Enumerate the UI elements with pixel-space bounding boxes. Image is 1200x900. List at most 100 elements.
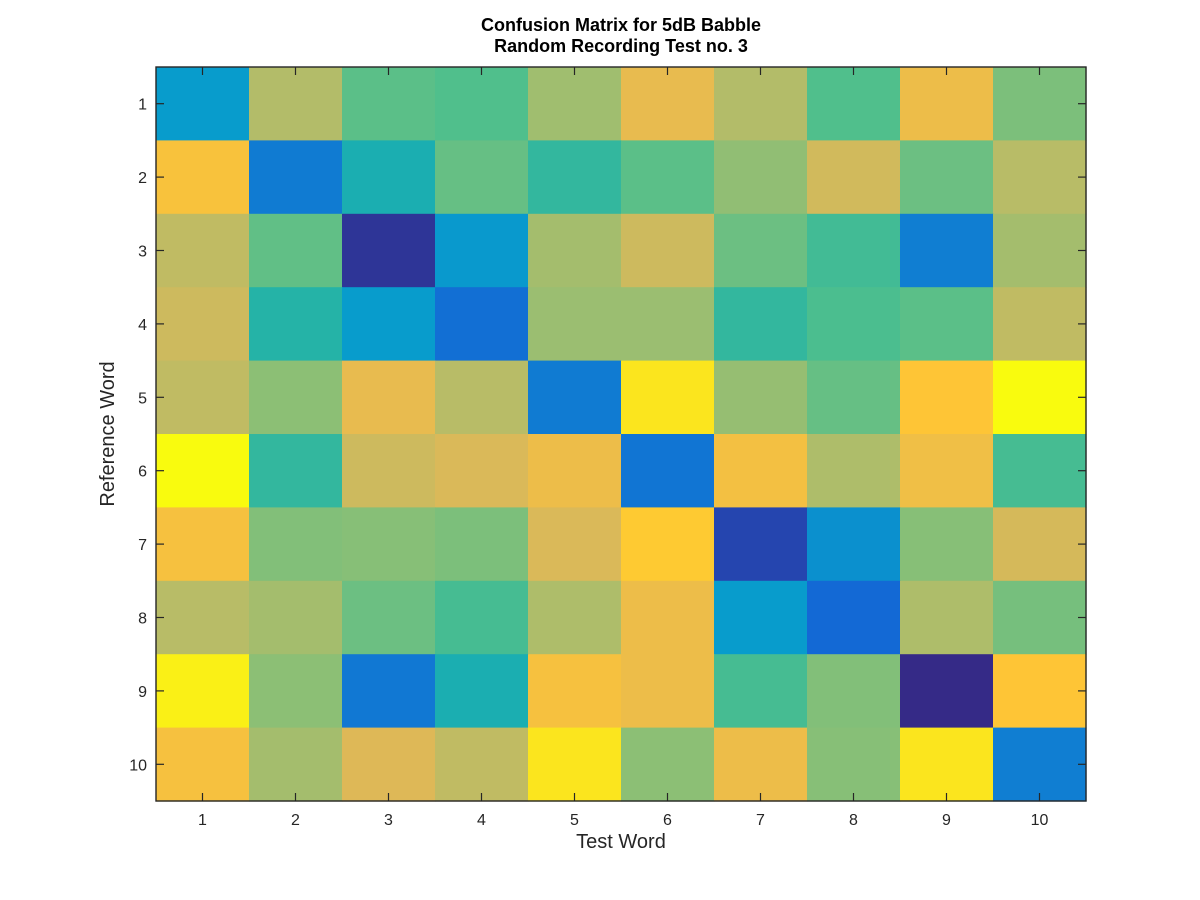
heatmap-cell-r2-c9 — [900, 140, 994, 215]
heatmap-cell-r6-c4 — [435, 434, 529, 508]
x-tick-label-6: 6 — [663, 812, 672, 829]
heatmap-cell-r3-c8 — [807, 213, 901, 288]
heatmap-cell-r2-c6 — [621, 140, 715, 215]
x-tick-label-9: 9 — [942, 812, 951, 829]
heatmap-cell-r1-c2 — [249, 67, 343, 141]
heatmap-cell-r6-c10 — [993, 434, 1087, 508]
heatmap-cell-r1-c8 — [807, 67, 901, 141]
heatmap-cell-r8-c1 — [156, 580, 250, 655]
heatmap-cell-r2-c7 — [714, 140, 808, 215]
heatmap-cell-r5-c1 — [156, 360, 250, 435]
heatmap-cell-r8-c6 — [621, 580, 715, 655]
heatmap-cell-r9-c9 — [900, 654, 994, 729]
heatmap-cell-r6-c8 — [807, 434, 901, 508]
heatmap-cell-r1-c3 — [342, 67, 436, 141]
y-tick-label-4: 4 — [138, 317, 147, 334]
heatmap-cell-r7-c2 — [249, 507, 343, 582]
heatmap-cell-r7-c9 — [900, 507, 994, 582]
heatmap-cell-r7-c7 — [714, 507, 808, 582]
heatmap-cell-r5-c8 — [807, 360, 901, 435]
heatmap-cell-r1-c1 — [156, 67, 250, 141]
x-tick-label-10: 10 — [1031, 812, 1049, 829]
heatmap-cell-r6-c3 — [342, 434, 436, 508]
heatmap-cell-r3-c7 — [714, 213, 808, 288]
heatmap-cell-r9-c8 — [807, 654, 901, 729]
heatmap-cell-r2-c8 — [807, 140, 901, 215]
heatmap-cell-r5-c5 — [528, 360, 622, 435]
axes-frame — [155, 66, 1087, 802]
heatmap-cell-r10-c8 — [807, 727, 901, 802]
heatmap-cell-r7-c10 — [993, 507, 1087, 582]
heatmap-cell-r3-c6 — [621, 213, 715, 288]
heatmap-cell-r2-c5 — [528, 140, 622, 215]
heatmap-cell-r10-c4 — [435, 727, 529, 802]
heatmap-cell-r3-c9 — [900, 213, 994, 288]
heatmap-cell-r10-c7 — [714, 727, 808, 802]
x-tick-label-8: 8 — [849, 812, 858, 829]
y-tick-label-6: 6 — [138, 464, 147, 481]
heatmap-cell-r9-c4 — [435, 654, 529, 729]
heatmap-cell-r7-c3 — [342, 507, 436, 582]
heatmap-cell-r9-c2 — [249, 654, 343, 729]
heatmap-cell-r2-c10 — [993, 140, 1087, 215]
heatmap-cell-r6-c2 — [249, 434, 343, 508]
y-tick-label-8: 8 — [138, 611, 147, 628]
heatmap-cell-r9-c1 — [156, 654, 250, 729]
heatmap-cell-r1-c6 — [621, 67, 715, 141]
heatmap-cell-r6-c6 — [621, 434, 715, 508]
heatmap-cell-r7-c5 — [528, 507, 622, 582]
heatmap-cell-r6-c9 — [900, 434, 994, 508]
x-tick-label-3: 3 — [384, 812, 393, 829]
x-axis-label: Test Word — [576, 831, 666, 853]
heatmap-cell-r8-c3 — [342, 580, 436, 655]
heatmap-cell-r10-c10 — [993, 727, 1087, 802]
x-tick-labels: 1 2 3 4 5 6 7 8 9 10 — [198, 812, 1048, 829]
y-tick-labels: 1 2 3 4 5 6 7 8 9 10 — [129, 97, 147, 775]
heatmap-cell-r3-c4 — [435, 213, 529, 288]
y-tick-label-5: 5 — [138, 390, 147, 407]
heatmap-cell-r10-c1 — [156, 727, 250, 802]
heatmap-cell-r2-c4 — [435, 140, 529, 215]
y-tick-label-9: 9 — [138, 684, 147, 701]
heatmap-cell-r8-c9 — [900, 580, 994, 655]
heatmap-cell-r5-c9 — [900, 360, 994, 435]
heatmap-cell-r3-c2 — [249, 213, 343, 288]
heatmap-cells — [156, 67, 1087, 802]
heatmap-cell-r6-c5 — [528, 434, 622, 508]
x-tick-label-4: 4 — [477, 812, 486, 829]
heatmap-cell-r4-c10 — [993, 287, 1087, 362]
y-tick-label-10: 10 — [129, 757, 147, 774]
heatmap-cell-r10-c5 — [528, 727, 622, 802]
heatmap-cell-r1-c5 — [528, 67, 622, 141]
heatmap-cell-r10-c3 — [342, 727, 436, 802]
heatmap-cell-r8-c7 — [714, 580, 808, 655]
heatmap-cell-r8-c10 — [993, 580, 1087, 655]
heatmap-cell-r1-c9 — [900, 67, 994, 141]
x-tick-label-7: 7 — [756, 812, 765, 829]
heatmap-cell-r7-c1 — [156, 507, 250, 582]
heatmap-cell-r1-c4 — [435, 67, 529, 141]
x-tick-label-2: 2 — [291, 812, 300, 829]
heatmap-cell-r4-c9 — [900, 287, 994, 362]
heatmap-cell-r5-c2 — [249, 360, 343, 435]
heatmap-cell-r10-c9 — [900, 727, 994, 802]
y-tick-label-2: 2 — [138, 170, 147, 187]
axis-ticks — [156, 67, 1086, 801]
heatmap-cell-r2-c2 — [249, 140, 343, 215]
heatmap-cell-r10-c2 — [249, 727, 343, 802]
x-tick-label-5: 5 — [570, 812, 579, 829]
y-tick-label-3: 3 — [138, 244, 147, 261]
heatmap-cell-r1-c7 — [714, 67, 808, 141]
heatmap-cell-r4-c3 — [342, 287, 436, 362]
heatmap-cell-r8-c8 — [807, 580, 901, 655]
heatmap-cell-r9-c6 — [621, 654, 715, 729]
heatmap-cell-r5-c3 — [342, 360, 436, 435]
heatmap-cell-r4-c1 — [156, 287, 250, 362]
heatmap-cell-r6-c7 — [714, 434, 808, 508]
heatmap-cell-r6-c1 — [156, 434, 250, 508]
heatmap-cell-r4-c7 — [714, 287, 808, 362]
y-tick-label-7: 7 — [138, 537, 147, 554]
heatmap-cell-r3-c5 — [528, 213, 622, 288]
y-axis-label: Reference Word — [97, 361, 119, 506]
